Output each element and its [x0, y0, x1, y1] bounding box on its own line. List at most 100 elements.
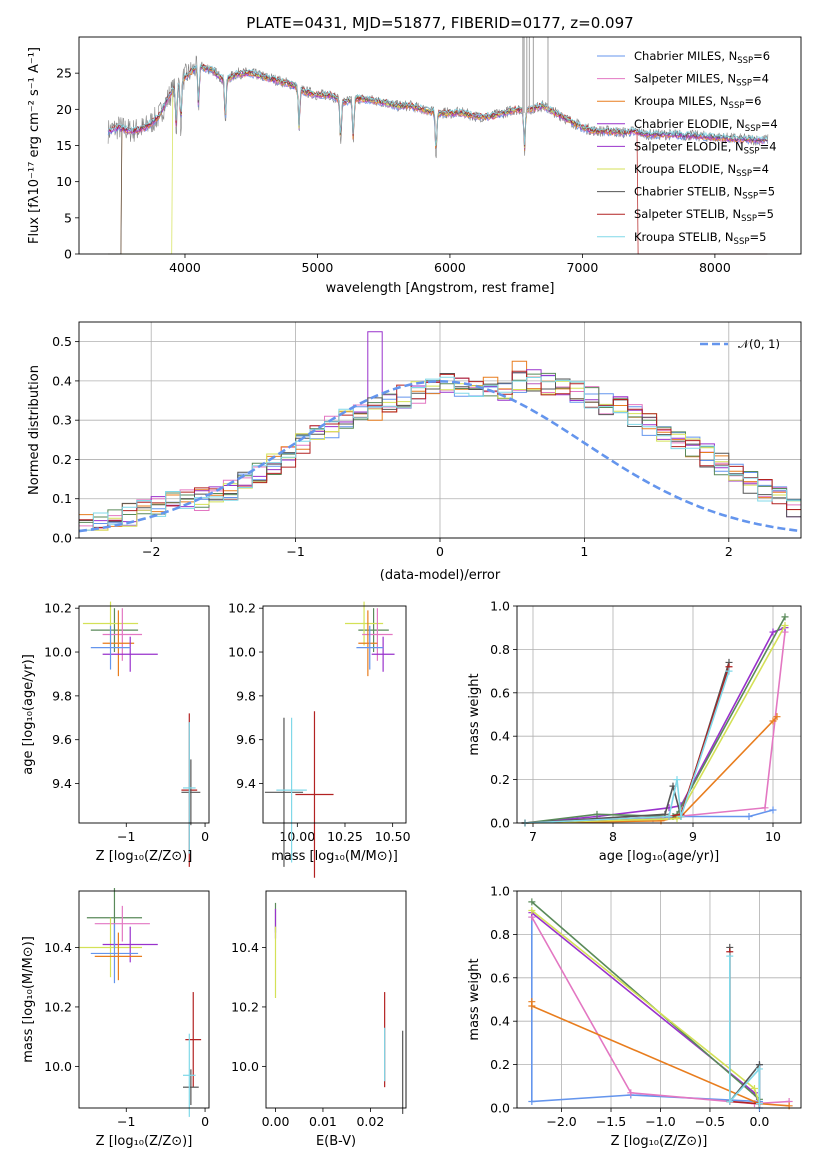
legend-label: Salpeter ELODIE, NSSP=4 [634, 139, 777, 156]
legend-label-text: Chabrier STELIB, N [634, 185, 742, 199]
legend-label-subscript: SSP [737, 56, 753, 66]
y-tick-label: 1.0 [490, 599, 510, 614]
legend-label-text: Kroupa ELODIE, N [634, 162, 736, 176]
y-tick-label: 10.0 [231, 1059, 259, 1074]
y-tick-label: 10.4 [231, 940, 259, 955]
legend-label-value: =5 [757, 207, 774, 221]
weight-line-chabrier_miles [531, 917, 761, 1108]
model-spectrum-salpeter_stelib [107, 63, 768, 255]
y-tick-label: 20 [56, 102, 72, 117]
y-tick-label: 0.0 [490, 1101, 510, 1116]
x-tick-label: −1 [117, 829, 135, 844]
weight-line-kroupa_elodie [524, 625, 786, 824]
legend-label-value: =6 [753, 49, 770, 63]
y-axis-label: mass [log₁₀(M/M⊙)] [21, 936, 36, 1063]
legend-label-subscript: SSP [745, 124, 761, 134]
y-tick-label: 0.5 [52, 334, 72, 349]
y-axis-label: Flux [fλ10⁻¹⁷ erg cm⁻² s⁻¹ A⁻¹] [27, 47, 42, 244]
age-vs-mass-panel: 10.00 10.25 10.50 9.4 9.6 9.8 10.0 10.2 mass [lo… [228, 601, 411, 878]
x-tick-label: 2 [725, 544, 733, 559]
legend-label: Kroupa STELIB, NSSP=5 [634, 230, 766, 247]
massweight-vs-metallicity-panel: −2.0 −1.5 −1.0 −0.5 0.0 0.0 0.2 0.4 0.6 0.8 1.0 Z [… [467, 884, 802, 1149]
weight-marker [627, 1089, 635, 1097]
legend-label-subscript: SSP [734, 237, 750, 247]
weight-marker [769, 806, 777, 814]
weight-marker [761, 804, 769, 812]
x-tick-label: 7000 [567, 260, 599, 275]
x-tick-label: 0 [201, 829, 209, 844]
weight-line-salpeter_miles [524, 631, 786, 824]
y-tick-label: 0 [64, 247, 72, 262]
weight-marker [781, 622, 789, 630]
gaussian-reference-curve [78, 379, 802, 533]
weight-marker [593, 810, 601, 818]
legend-label-value: =5 [758, 185, 775, 199]
legend-label-value: =4 [752, 72, 769, 86]
legend-label-text: Salpeter STELIB, N [634, 207, 741, 221]
weight-marker [725, 667, 733, 675]
axes-frame [516, 890, 802, 1109]
y-tick-label: 5 [64, 210, 72, 225]
y-tick-label: 25 [56, 66, 72, 81]
spectrum-panel: PLATE=0431, MJD=51877, FIBERID=0177, z=0… [27, 14, 802, 296]
y-tick-label: 10.2 [44, 999, 72, 1014]
weight-marker [665, 812, 673, 820]
weight-marker [745, 812, 753, 820]
x-axis-label: Z [log₁₀(Z/Z⊙)] [96, 1134, 193, 1149]
y-tick-label: 15 [56, 138, 72, 153]
weight-marker [528, 1097, 536, 1105]
weight-line-chabrier_elodie [524, 626, 786, 824]
y-tick-label: 0.2 [52, 452, 72, 467]
weight-marker [677, 812, 685, 820]
axes-frame [262, 605, 407, 824]
y-tick-label: 1.0 [490, 884, 510, 899]
legend-label: Chabrier STELIB, NSSP=5 [634, 185, 775, 202]
legend-label-subscript: SSP [742, 192, 758, 202]
legend-label-subscript: SSP [744, 146, 760, 156]
axes-frame [516, 605, 802, 824]
y-tick-label: 10 [56, 174, 72, 189]
age-vs-metallicity-panel: −1 0 9.4 9.6 9.8 10.0 10.2 Z [log₁₀(Z/Z⊙)] age [… [21, 601, 210, 867]
x-tick-label: 8 [609, 829, 617, 844]
legend-label-value: =6 [744, 94, 761, 108]
legend-label-value: =4 [752, 162, 769, 176]
chart-title: PLATE=0431, MJD=51877, FIBERID=0177, z=0… [246, 14, 633, 32]
y-axis-label: mass weight [467, 673, 482, 755]
axes-frame [78, 605, 210, 824]
x-tick-label: 10.25 [327, 829, 363, 844]
x-axis-label: mass [log₁₀(M/M⊙)] [271, 849, 398, 864]
y-tick-label: 9.6 [236, 732, 256, 747]
legend-label-value: =4 [760, 139, 777, 153]
weight-marker [528, 898, 536, 906]
legend-label: 𝒩(0, 1) [738, 337, 780, 351]
weight-marker [528, 907, 536, 915]
y-tick-label: 9.8 [236, 688, 256, 703]
x-tick-label: 0 [436, 544, 444, 559]
y-tick-label: 10.0 [228, 645, 256, 660]
x-tick-label: 0.02 [356, 1114, 384, 1129]
x-tick-label: 9 [689, 829, 697, 844]
weight-marker [769, 628, 777, 636]
massweight-vs-age-panel: 7 8 9 10 0.0 0.2 0.4 0.6 0.8 1.0 age [log₁₀(age/yr… [467, 599, 802, 864]
weight-line-kroupa_stelib [524, 670, 730, 824]
model-spectrum-kroupa_stelib [107, 63, 768, 147]
x-axis-label: E(B-V) [316, 1134, 356, 1149]
mass-vs-metallicity-panel: −1 0 10.0 10.2 10.4 Z [log₁₀(Z/Z⊙)] mass [log₁… [21, 888, 210, 1149]
legend-label-value: =5 [749, 230, 766, 244]
axes-frame [265, 890, 407, 1109]
legend-label-subscript: SSP [736, 169, 752, 179]
weight-line-elodie_green [531, 901, 761, 1104]
y-tick-label: 0.4 [52, 373, 72, 388]
legend-label-text: Chabrier ELODIE, N [634, 117, 745, 131]
y-tick-label: 0.1 [52, 491, 72, 506]
legend-label-subscript: SSP [741, 214, 757, 224]
mass-vs-ebv-panel: 0.00 0.01 0.02 10.0 10.2 10.4 E(B-V) [231, 890, 407, 1149]
x-tick-label: 7 [529, 829, 537, 844]
y-tick-label: 10.0 [44, 1059, 72, 1074]
x-tick-label: 0 [201, 1114, 209, 1129]
x-tick-label: 0.0 [749, 1114, 769, 1129]
x-tick-label: 0.00 [262, 1114, 290, 1129]
residuals-panel: −2 −1 0 1 2 0.0 0.1 0.2 0.3 0.4 0.5 𝒩(0, 1) (data-mo… [27, 321, 802, 583]
y-axis-label: Normed distribution [27, 365, 42, 495]
